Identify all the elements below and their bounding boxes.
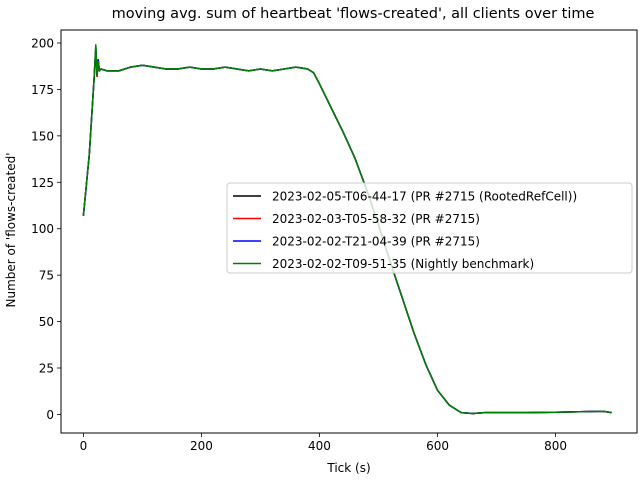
legend-frame [226,182,633,274]
x-tick-label: 0 [80,439,88,453]
x-tick-label: 400 [308,439,331,453]
legend-label-2: 2023-02-03-T05-58-32 (PR #2715) [272,212,480,226]
y-axis-label: Number of 'flows-created' [4,152,18,307]
x-tick-label: 200 [190,439,213,453]
legend-items: 2023-02-05-T06-44-17 (PR #2715 (RootedRe… [233,190,577,271]
y-tick-label: 100 [31,222,54,236]
legend-label-1: 2023-02-05-T06-44-17 (PR #2715 (RootedRe… [272,190,577,204]
y-tick-label: 25 [39,362,54,376]
legend-label-4: 2023-02-02-T09-51-35 (Nightly benchmark) [272,257,534,271]
y-tick-label: 125 [31,176,54,190]
legend: 2023-02-05-T06-44-17 (PR #2715 (RootedRe… [226,182,633,274]
chart-title: moving avg. sum of heartbeat 'flows-crea… [112,6,595,22]
y-tick-label: 0 [46,408,54,422]
y-tick-label: 175 [31,83,54,97]
x-axis-label: Tick (s) [326,461,370,475]
y-axis-ticks: 0 25 50 75 100 125 150 175 200 [31,37,61,422]
y-tick-label: 200 [31,37,54,51]
series-lines [82,44,612,415]
x-tick-label: 600 [426,439,449,453]
y-tick-label: 75 [39,269,54,283]
series-line-4 [82,44,612,415]
legend-label-3: 2023-02-02-T21-04-39 (PR #2715) [272,235,480,249]
y-tick-label: 150 [31,129,54,143]
x-tick-label: 800 [544,439,567,453]
x-axis-ticks: 0 200 400 600 800 [80,433,567,453]
y-tick-label: 50 [39,315,54,329]
